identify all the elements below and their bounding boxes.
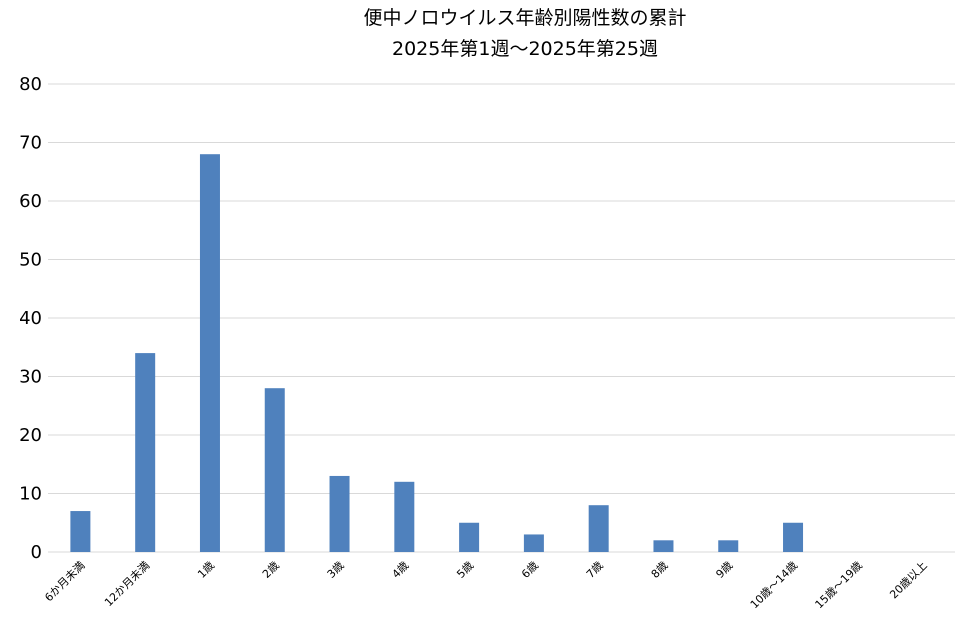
y-tick-label: 80 bbox=[19, 74, 42, 95]
y-tick-label: 0 bbox=[31, 542, 42, 563]
bar bbox=[264, 388, 285, 552]
y-tick-label: 60 bbox=[19, 191, 42, 212]
x-tick-label: 15歳～19歳 bbox=[813, 559, 865, 611]
bar bbox=[783, 522, 804, 552]
x-tick-label: 3歳 bbox=[325, 559, 347, 581]
x-tick-label: 5歳 bbox=[454, 559, 476, 581]
bar bbox=[135, 353, 156, 552]
x-tick-label: 6歳 bbox=[519, 559, 541, 581]
y-tick-label: 70 bbox=[19, 133, 42, 154]
y-tick-label: 10 bbox=[19, 484, 42, 505]
y-tick-label: 30 bbox=[19, 367, 42, 388]
bar bbox=[459, 522, 480, 552]
y-tick-label: 50 bbox=[19, 250, 42, 271]
x-tick-label: 2歳 bbox=[260, 559, 282, 581]
bars bbox=[70, 154, 804, 552]
x-tick-label: 12か月未満 bbox=[102, 559, 152, 609]
x-tick-label: 6か月未満 bbox=[42, 559, 87, 604]
bar bbox=[199, 154, 220, 552]
y-tick-label: 40 bbox=[19, 308, 42, 329]
bar bbox=[718, 540, 739, 552]
bar bbox=[588, 505, 609, 552]
x-tick-label: 4歳 bbox=[390, 559, 412, 581]
gridlines bbox=[48, 83, 955, 553]
y-tick-label: 20 bbox=[19, 425, 42, 446]
y-axis-ticks: 0 10 20 30 40 50 60 70 80 bbox=[19, 74, 42, 563]
x-tick-label: 20歳以上 bbox=[887, 559, 929, 601]
x-tick-label: 10歳～14歳 bbox=[748, 559, 800, 611]
bar bbox=[653, 540, 674, 552]
bar bbox=[329, 475, 350, 552]
bar bbox=[523, 534, 544, 552]
x-tick-label: 9歳 bbox=[713, 559, 735, 581]
bar bbox=[394, 481, 415, 552]
chart-title: 便中ノロウイルス年齢別陽性数の累計 bbox=[363, 7, 686, 29]
chart-subtitle: 2025年第1週～2025年第25週 bbox=[392, 38, 658, 60]
bar bbox=[70, 511, 91, 552]
x-tick-label: 8歳 bbox=[649, 559, 671, 581]
x-tick-label: 7歳 bbox=[584, 559, 606, 581]
x-axis-ticks: 6か月未満 12か月未満 1歳 2歳 3歳 4歳 5歳 6歳 7歳 8歳 9歳 10歳～14歳 15歳～… bbox=[42, 559, 929, 611]
x-tick-label: 1歳 bbox=[195, 559, 217, 581]
